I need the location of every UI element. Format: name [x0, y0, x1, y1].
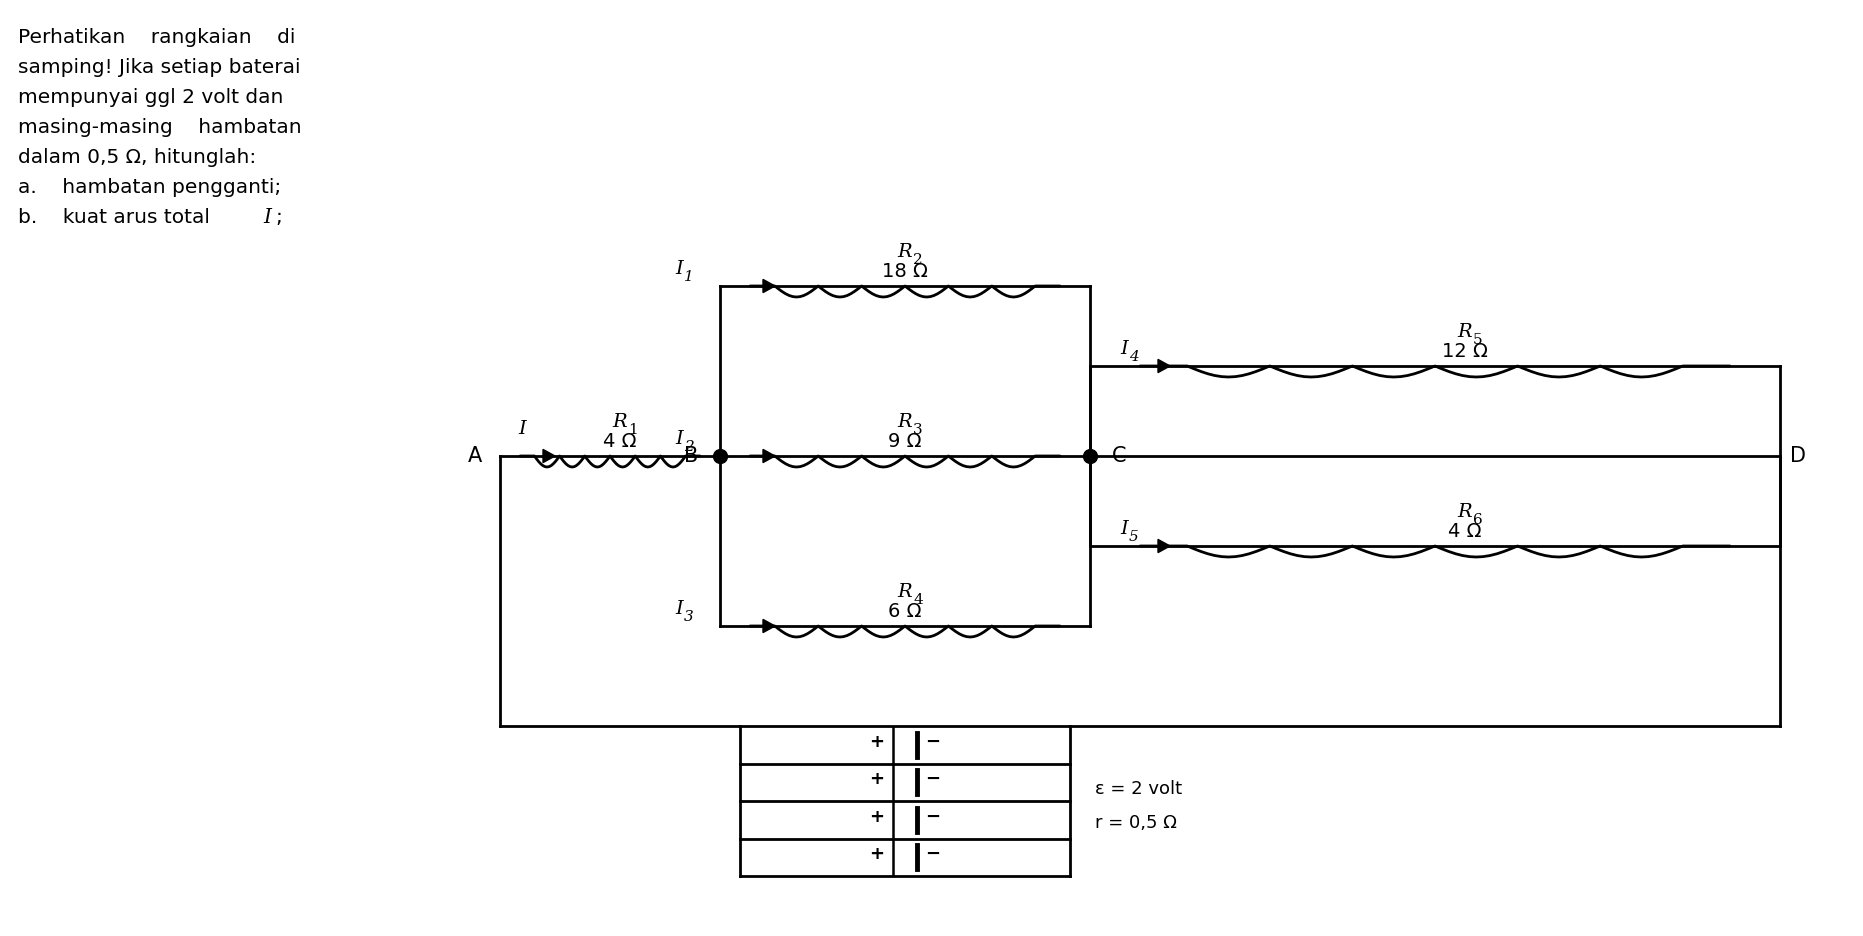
- Text: C: C: [1112, 446, 1127, 466]
- Polygon shape: [1159, 359, 1170, 373]
- Text: B: B: [684, 446, 699, 466]
- Text: samping! Jika setiap baterai: samping! Jika setiap baterai: [19, 58, 300, 77]
- Text: 1: 1: [628, 423, 637, 437]
- Text: I: I: [1120, 520, 1127, 538]
- Text: R: R: [1457, 503, 1472, 521]
- Text: 5: 5: [1129, 530, 1138, 544]
- Polygon shape: [764, 280, 775, 293]
- Text: −: −: [926, 808, 941, 826]
- Text: 18 Ω: 18 Ω: [881, 262, 928, 281]
- Text: +: +: [870, 770, 885, 788]
- Text: +: +: [870, 808, 885, 826]
- Text: Perhatikan    rangkaian    di: Perhatikan rangkaian di: [19, 28, 296, 47]
- Polygon shape: [542, 449, 555, 462]
- Text: −: −: [926, 733, 941, 751]
- Polygon shape: [764, 620, 775, 633]
- Text: 4 Ω: 4 Ω: [604, 432, 637, 451]
- Text: A: A: [468, 446, 483, 466]
- Polygon shape: [1159, 539, 1170, 552]
- Text: 3: 3: [684, 610, 693, 624]
- Text: 1: 1: [684, 270, 693, 284]
- Text: +: +: [870, 845, 885, 863]
- Text: I: I: [1120, 340, 1127, 358]
- Text: 12 Ω: 12 Ω: [1442, 342, 1489, 361]
- Text: 9 Ω: 9 Ω: [889, 432, 922, 451]
- Text: R: R: [898, 413, 913, 431]
- Text: 4 Ω: 4 Ω: [1448, 522, 1481, 541]
- Text: I: I: [518, 420, 525, 438]
- Text: 2: 2: [913, 253, 922, 267]
- Polygon shape: [764, 449, 775, 462]
- Text: 3: 3: [913, 423, 922, 437]
- Text: I: I: [674, 600, 682, 618]
- Text: −: −: [926, 770, 941, 788]
- Text: R: R: [898, 583, 913, 601]
- Text: 4: 4: [1129, 350, 1138, 364]
- Text: b.    kuat arus total: b. kuat arus total: [19, 208, 216, 227]
- Text: 5: 5: [1474, 333, 1483, 347]
- Text: I: I: [674, 430, 682, 448]
- Text: −: −: [926, 845, 941, 863]
- Text: mempunyai ggl 2 volt dan: mempunyai ggl 2 volt dan: [19, 88, 283, 107]
- Text: masing-masing    hambatan: masing-masing hambatan: [19, 118, 302, 137]
- Text: R: R: [898, 243, 913, 261]
- Text: R: R: [613, 413, 628, 431]
- Text: dalam 0,5 Ω, hitunglah:: dalam 0,5 Ω, hitunglah:: [19, 148, 257, 167]
- Text: I: I: [674, 260, 682, 278]
- Text: r = 0,5 Ω: r = 0,5 Ω: [1095, 814, 1177, 832]
- Text: ε = 2 volt: ε = 2 volt: [1095, 780, 1183, 798]
- Text: R: R: [1457, 323, 1472, 341]
- Text: +: +: [870, 733, 885, 751]
- Text: 6: 6: [1474, 513, 1483, 527]
- Text: ;: ;: [276, 208, 281, 227]
- Text: I: I: [263, 208, 270, 227]
- Text: 2: 2: [684, 440, 693, 454]
- Text: 6 Ω: 6 Ω: [889, 602, 922, 621]
- Text: a.    hambatan pengganti;: a. hambatan pengganti;: [19, 178, 281, 197]
- Text: 4: 4: [913, 593, 922, 607]
- Text: D: D: [1790, 446, 1805, 466]
